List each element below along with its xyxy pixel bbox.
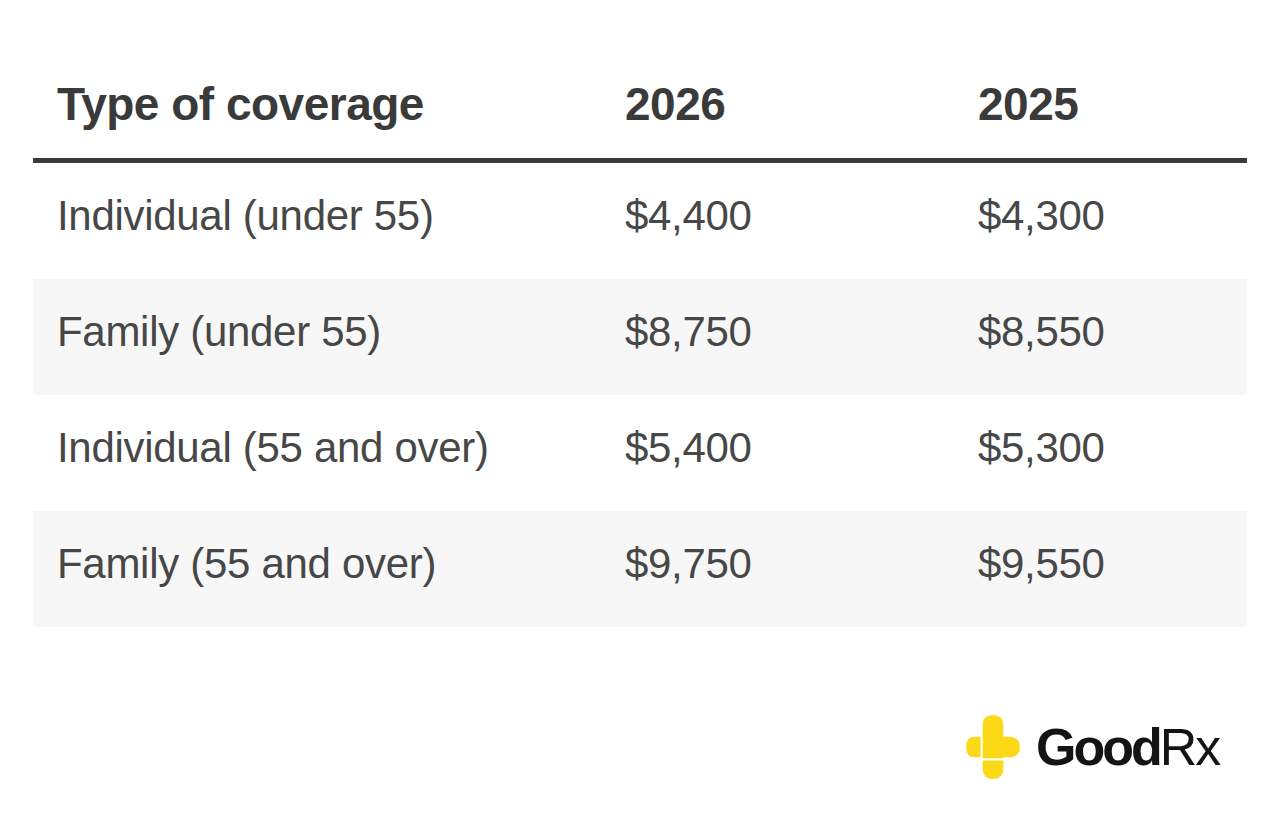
coverage-limits-table: Type of coverage 2026 2025 Individual (u…: [33, 60, 1247, 627]
value-2025: $9,550: [978, 540, 1247, 598]
goodrx-wordmark-good: Good: [1036, 718, 1160, 776]
row-label: Family (under 55): [33, 308, 625, 366]
table-row: Family (55 and over) $9,750 $9,550: [33, 511, 1247, 627]
table-row: Individual (55 and over) $5,400 $5,300: [33, 395, 1247, 511]
table-header-row: Type of coverage 2026 2025: [33, 60, 1247, 163]
row-label: Individual (55 and over): [33, 424, 625, 482]
row-label: Family (55 and over): [33, 540, 625, 598]
row-label: Individual (under 55): [33, 192, 625, 250]
table-row: Family (under 55) $8,750 $8,550: [33, 279, 1247, 395]
value-2026: $8,750: [625, 308, 978, 366]
goodrx-wordmark: GoodRx: [1036, 717, 1219, 777]
goodrx-logo: GoodRx: [966, 712, 1219, 782]
value-2025: $5,300: [978, 424, 1247, 482]
value-2026: $9,750: [625, 540, 978, 598]
header-type-of-coverage: Type of coverage: [33, 77, 625, 141]
value-2026: $4,400: [625, 192, 978, 250]
value-2026: $5,400: [625, 424, 978, 482]
header-2025: 2025: [978, 77, 1247, 141]
table-row: Individual (under 55) $4,400 $4,300: [33, 163, 1247, 279]
value-2025: $4,300: [978, 192, 1247, 250]
goodrx-cross-icon: [966, 715, 1020, 779]
goodrx-wordmark-rx: Rx: [1160, 718, 1220, 776]
value-2025: $8,550: [978, 308, 1247, 366]
header-2026: 2026: [625, 77, 978, 141]
infographic-canvas: Type of coverage 2026 2025 Individual (u…: [0, 0, 1280, 814]
